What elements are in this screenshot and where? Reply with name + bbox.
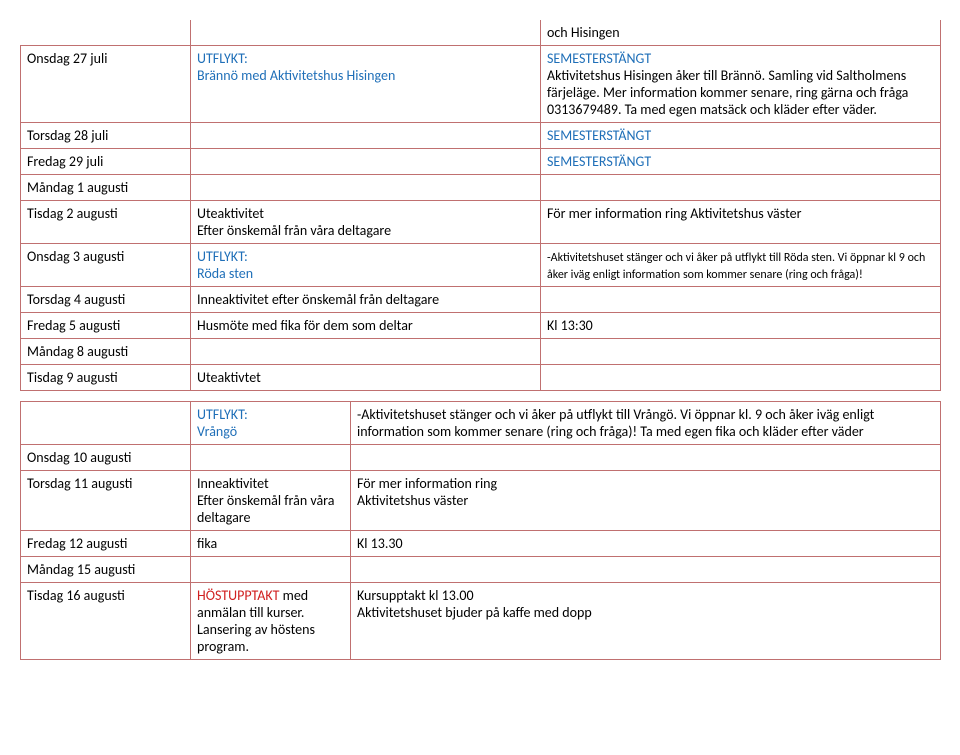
date-cell: Onsdag 3 augusti xyxy=(21,244,191,287)
date-cell: Måndag 15 augusti xyxy=(21,557,191,583)
date-cell: Torsdag 4 augusti xyxy=(21,287,191,313)
table-row: Tisdag 2 augustiUteaktivitetEfter önskem… xyxy=(21,201,941,244)
date-cell: Måndag 8 augusti xyxy=(21,339,191,365)
activity-cell: UTFLYKT:Vrångö xyxy=(191,402,351,445)
schedule-table-1: och Hisingen Onsdag 27 juliUTFLYKT:Bränn… xyxy=(20,20,941,391)
table-row: Onsdag 10 augusti xyxy=(21,445,941,471)
date-cell: Tisdag 2 augusti xyxy=(21,201,191,244)
date-cell: Onsdag 27 juli xyxy=(21,46,191,123)
schedule-wrapper: och Hisingen Onsdag 27 juliUTFLYKT:Bränn… xyxy=(20,20,940,660)
note-cell xyxy=(541,339,941,365)
activity-cell xyxy=(191,123,541,149)
date-cell: Torsdag 11 augusti xyxy=(21,471,191,531)
table-row: Torsdag 4 augustiInneaktivitet efter öns… xyxy=(21,287,941,313)
date-cell: Fredag 12 augusti xyxy=(21,531,191,557)
note-cell: Kl 13.30 xyxy=(351,531,941,557)
activity-cell: UteaktivitetEfter önskemål från våra del… xyxy=(191,201,541,244)
date-cell: Tisdag 16 augusti xyxy=(21,583,191,660)
table-row: Fredag 29 juli SEMESTERSTÄNGT xyxy=(21,149,941,175)
activity-cell xyxy=(191,339,541,365)
date-cell: Fredag 5 augusti xyxy=(21,313,191,339)
activity-cell xyxy=(191,149,541,175)
table-row: UTFLYKT:Vrångö-Aktivitetshuset stänger o… xyxy=(21,402,941,445)
table-row: och Hisingen xyxy=(21,20,941,46)
activity-cell: Uteaktivtet xyxy=(191,365,541,391)
date-cell xyxy=(21,402,191,445)
activity-cell: UTFLYKT:Brännö med Aktivitetshus Hisinge… xyxy=(191,46,541,123)
note-cell xyxy=(541,287,941,313)
activity-cell: Husmöte med fika för dem som deltar xyxy=(191,313,541,339)
table-row: Fredag 5 augustiHusmöte med fika för dem… xyxy=(21,313,941,339)
note-cell: SEMESTERSTÄNGTAktivitetshus Hisingen åke… xyxy=(541,46,941,123)
table-row: Onsdag 27 juliUTFLYKT:Brännö med Aktivit… xyxy=(21,46,941,123)
activity-cell xyxy=(191,445,351,471)
date-cell: Torsdag 28 juli xyxy=(21,123,191,149)
note-cell: För mer information ringAktivitetshus vä… xyxy=(351,471,941,531)
activity-cell: Inneaktivitet efter önskemål från deltag… xyxy=(191,287,541,313)
note-cell: -Aktivitetshuset stänger och vi åker på … xyxy=(541,244,941,287)
note-cell: Kl 13:30 xyxy=(541,313,941,339)
date-cell: Fredag 29 juli xyxy=(21,149,191,175)
table-row: Tisdag 16 augustiHÖSTUPPTAKT med anmälan… xyxy=(21,583,941,660)
note-cell xyxy=(351,557,941,583)
activity-cell xyxy=(191,557,351,583)
date-cell: Tisdag 9 augusti xyxy=(21,365,191,391)
note-cell: SEMESTERSTÄNGT xyxy=(541,149,941,175)
note-cell xyxy=(541,365,941,391)
table-row: Torsdag 28 juli SEMESTERSTÄNGT xyxy=(21,123,941,149)
activity-cell xyxy=(191,175,541,201)
table-row: Måndag 1 augusti xyxy=(21,175,941,201)
note-cell: Kursupptakt kl 13.00Aktivitetshuset bjud… xyxy=(351,583,941,660)
table-row: Tisdag 9 augustiUteaktivtet xyxy=(21,365,941,391)
table-row: Måndag 15 augusti xyxy=(21,557,941,583)
note-cell: SEMESTERSTÄNGT xyxy=(541,123,941,149)
schedule-table-2: UTFLYKT:Vrångö-Aktivitetshuset stänger o… xyxy=(20,401,941,660)
table-row: Onsdag 3 augustiUTFLYKT: Röda sten-Aktiv… xyxy=(21,244,941,287)
note-cell xyxy=(351,445,941,471)
activity-cell: fika xyxy=(191,531,351,557)
activity-cell: HÖSTUPPTAKT med anmälan till kurser. Lan… xyxy=(191,583,351,660)
note-cell: För mer information ring Aktivitetshus v… xyxy=(541,201,941,244)
table-row: Måndag 8 augusti xyxy=(21,339,941,365)
activity-cell: InneaktivitetEfter önskemål från våra de… xyxy=(191,471,351,531)
note-cell: och Hisingen xyxy=(541,20,941,46)
date-cell: Onsdag 10 augusti xyxy=(21,445,191,471)
date-cell: Måndag 1 augusti xyxy=(21,175,191,201)
note-cell: -Aktivitetshuset stänger och vi åker på … xyxy=(351,402,941,445)
activity-cell: UTFLYKT: Röda sten xyxy=(191,244,541,287)
table-row: Torsdag 11 augustiInneaktivitetEfter öns… xyxy=(21,471,941,531)
table-row: Fredag 12 augustifikaKl 13.30 xyxy=(21,531,941,557)
note-cell xyxy=(541,175,941,201)
